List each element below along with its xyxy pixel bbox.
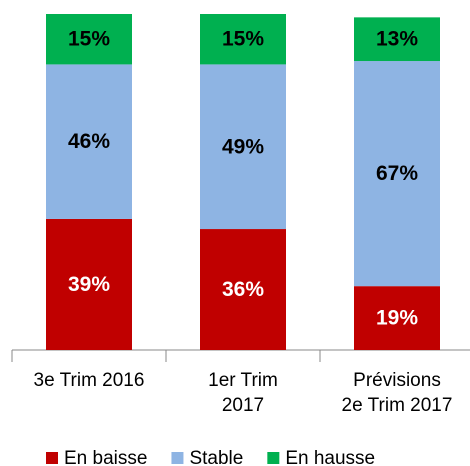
data-label: 19% (376, 307, 418, 330)
data-label: 15% (222, 28, 264, 51)
bar-segment (354, 286, 440, 350)
data-label: 13% (376, 28, 418, 51)
data-label: 39% (68, 273, 110, 296)
x-tick-label: 1er Trim 2017 (208, 370, 278, 416)
bar-segment (200, 64, 286, 230)
legend-label: En baisse (64, 448, 147, 466)
data-label: 67% (376, 162, 418, 185)
bar-segment (46, 218, 132, 350)
bar-segment (354, 17, 440, 62)
data-label: 49% (222, 135, 264, 158)
x-tick-label: 3e Trim 2016 (34, 370, 145, 391)
x-tick-label: Prévisions 2e Trim 2017 (342, 370, 453, 416)
data-label: 36% (222, 278, 264, 301)
bar-segment (200, 14, 286, 65)
legend-swatch (171, 452, 184, 464)
legend-label: Stable (189, 448, 243, 466)
bar-segment (46, 14, 132, 65)
data-label: 46% (68, 130, 110, 153)
bar-segment (354, 61, 440, 287)
data-label: 15% (68, 28, 110, 51)
legend-swatch (267, 452, 280, 464)
legend-swatch (46, 452, 58, 464)
bar-segment (200, 229, 286, 350)
legend-label: En hausse (285, 448, 375, 466)
bar-segment (46, 64, 132, 219)
